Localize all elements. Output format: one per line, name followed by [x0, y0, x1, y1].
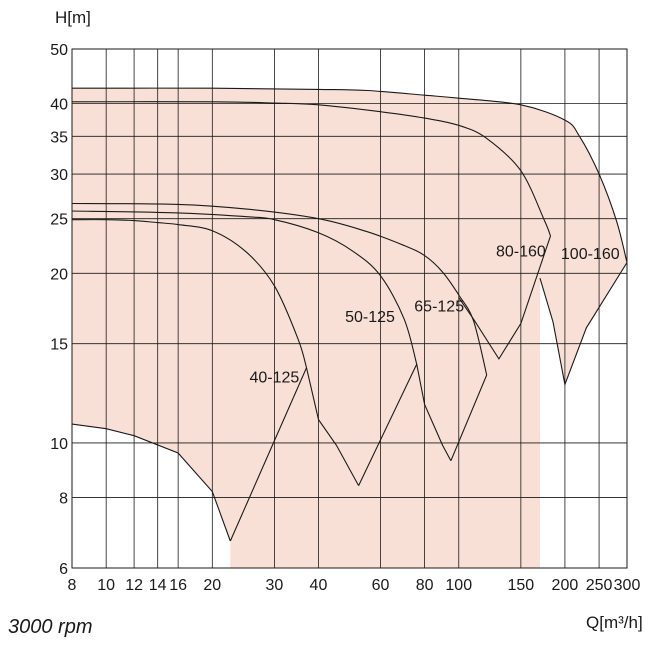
- lower-bound-100-160: [539, 262, 628, 387]
- label-100-160: 100-160: [561, 246, 620, 263]
- x-tick-300: 300: [614, 577, 641, 594]
- y-tick-25: 25: [50, 212, 68, 229]
- region-below-min: [72, 424, 231, 568]
- head-curve-80-160: [71, 101, 552, 237]
- label-65-125: 65-125: [414, 299, 464, 316]
- y-tick-6: 6: [59, 561, 68, 578]
- y-tick-50: 50: [50, 42, 68, 59]
- pump-range-regions: [72, 88, 627, 568]
- lower-bound-40-125: [71, 423, 231, 542]
- y-tick-20: 20: [50, 266, 68, 283]
- x-tick-10: 10: [97, 577, 115, 594]
- head-curve-50-125: [71, 210, 418, 365]
- x-tick-150: 150: [508, 577, 535, 594]
- region-100-160: [72, 88, 627, 568]
- y-tick-35: 35: [50, 129, 68, 146]
- y-tick-labels: 6 8 10 15 20 25 30 35 40 50: [50, 42, 68, 578]
- x-tick-30: 30: [266, 577, 284, 594]
- x-tick-14: 14: [149, 577, 167, 594]
- x-tick-100: 100: [445, 577, 472, 594]
- x-axis-title: Q[m³/h]: [586, 613, 643, 632]
- x-tick-8: 8: [68, 577, 77, 594]
- y-tick-15: 15: [50, 337, 68, 354]
- lower-bound-65-125: [416, 363, 452, 461]
- y-tick-8: 8: [59, 491, 68, 508]
- end-line-50-125: [358, 363, 418, 486]
- x-tick-20: 20: [203, 577, 221, 594]
- y-tick-10: 10: [50, 436, 68, 453]
- pump-curves: [71, 87, 628, 542]
- head-curve-100-160: [71, 87, 628, 263]
- x-tick-40: 40: [310, 577, 328, 594]
- x-tick-80: 80: [416, 577, 434, 594]
- x-tick-12: 12: [125, 577, 143, 594]
- head-curve-40-125: [71, 219, 308, 368]
- label-80-160: 80-160: [496, 244, 546, 261]
- x-tick-60: 60: [372, 577, 390, 594]
- end-line-65-125: [450, 374, 488, 461]
- label-50-125: 50-125: [345, 309, 395, 326]
- y-tick-30: 30: [50, 167, 68, 184]
- y-tick-40: 40: [50, 97, 68, 114]
- x-tick-250: 250: [586, 577, 613, 594]
- y-axis-title: H[m]: [55, 8, 91, 27]
- label-40-125: 40-125: [249, 370, 299, 387]
- curve-labels: 40-125 50-125 65-125 80-160 100-160: [249, 244, 619, 387]
- lower-bound-50-125: [305, 367, 360, 486]
- end-line-40-125: [229, 367, 308, 542]
- chart-grid: [71, 48, 628, 569]
- x-tick-200: 200: [552, 577, 579, 594]
- head-curve-65-125: [71, 202, 488, 376]
- rpm-caption: 3000 rpm: [8, 616, 93, 638]
- x-tick-16: 16: [169, 577, 187, 594]
- x-tick-labels: 8 10 12 14 16 20 30 40 60 80 100 150 200 250 300: [68, 577, 641, 594]
- plot-frame: [71, 48, 628, 569]
- lower-bound-80-160: [458, 235, 552, 360]
